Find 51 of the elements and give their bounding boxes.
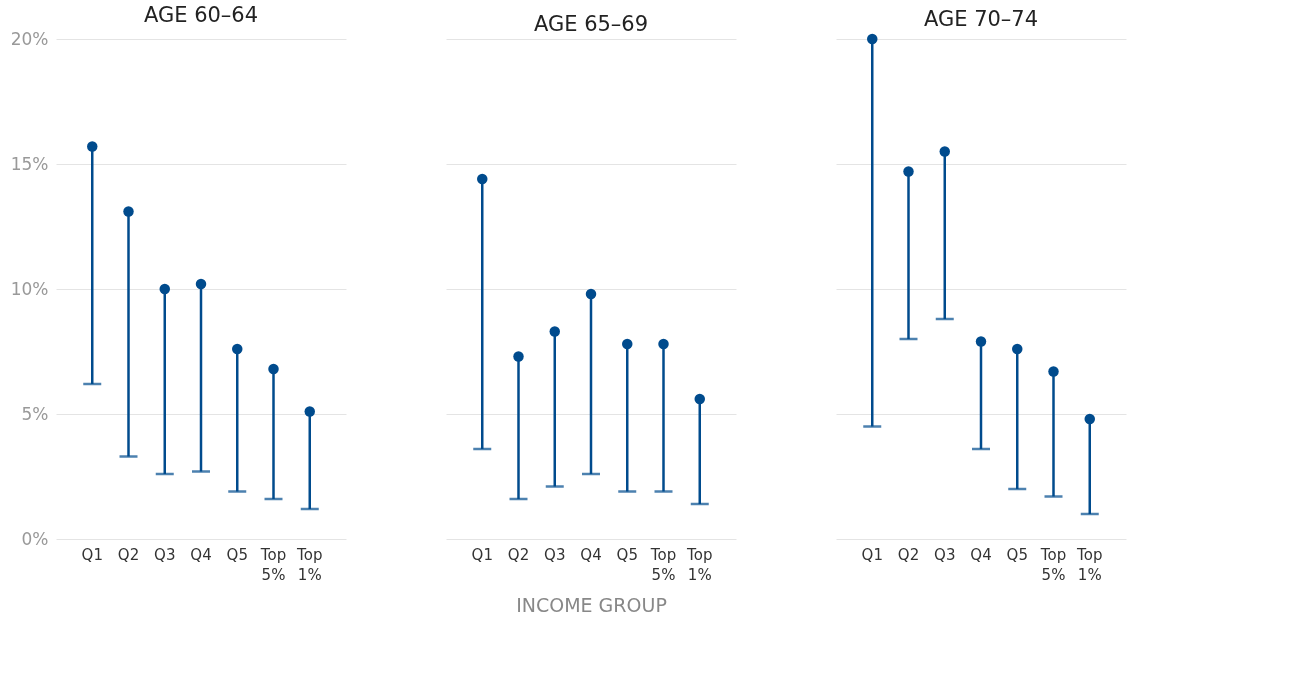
y-tick-label: 0%: [21, 528, 49, 549]
x-tick-label: Q1: [861, 545, 883, 564]
x-tick-label: Q1: [81, 545, 103, 564]
x-tick-label: Q4: [970, 545, 992, 564]
point: [195, 278, 207, 290]
x-tick-label: Q1: [471, 545, 493, 564]
point: [1084, 413, 1095, 425]
x-tick-label: Q4: [190, 545, 212, 564]
point: [304, 406, 315, 417]
point: [585, 288, 597, 300]
point: [159, 283, 170, 295]
x-tick-label: Q4: [580, 545, 602, 564]
x-tick-label: Top 1%: [296, 545, 323, 584]
chart-title: AGE 65–69: [533, 12, 649, 36]
point: [867, 33, 878, 45]
x-tick-label: Top 5%: [1039, 545, 1067, 584]
x-tick-label: Q3: [154, 545, 176, 564]
point: [123, 206, 134, 217]
point: [939, 146, 950, 157]
chart-title: AGE 70–74: [923, 6, 1039, 31]
point: [268, 363, 279, 375]
y-tick-label: 15%: [10, 153, 49, 174]
x-tick-label: Q2: [507, 545, 530, 564]
point: [975, 336, 987, 347]
point: [232, 343, 243, 355]
point: [87, 141, 98, 152]
x-tick-label: Q3: [544, 545, 566, 564]
x-tick-label: Q5: [226, 545, 248, 564]
point: [658, 338, 669, 350]
point: [1012, 343, 1023, 355]
x-tick-label: Top 5%: [649, 545, 677, 584]
x-tick-label: Q3: [934, 545, 956, 564]
x-axis-title: INCOME GROUP: [516, 593, 667, 616]
point: [549, 326, 560, 337]
point: [513, 351, 524, 362]
y-tick-label: 10%: [10, 278, 49, 299]
x-tick-label: Top 1%: [686, 545, 713, 584]
x-tick-label: Q2: [897, 545, 920, 564]
point: [1048, 366, 1059, 377]
point: [622, 338, 633, 350]
point: [477, 173, 488, 185]
chart-title: AGE 60–64: [143, 3, 259, 27]
point: [903, 166, 914, 177]
x-tick-label: Top 5%: [259, 545, 287, 584]
x-tick-label: Q2: [117, 545, 140, 564]
x-tick-label: Q5: [1006, 545, 1028, 564]
x-tick-label: Q5: [616, 545, 638, 564]
y-tick-label: 20%: [10, 28, 49, 49]
y-tick-label: 5%: [21, 403, 49, 424]
point: [694, 393, 705, 405]
x-tick-label: Top 1%: [1076, 545, 1103, 584]
